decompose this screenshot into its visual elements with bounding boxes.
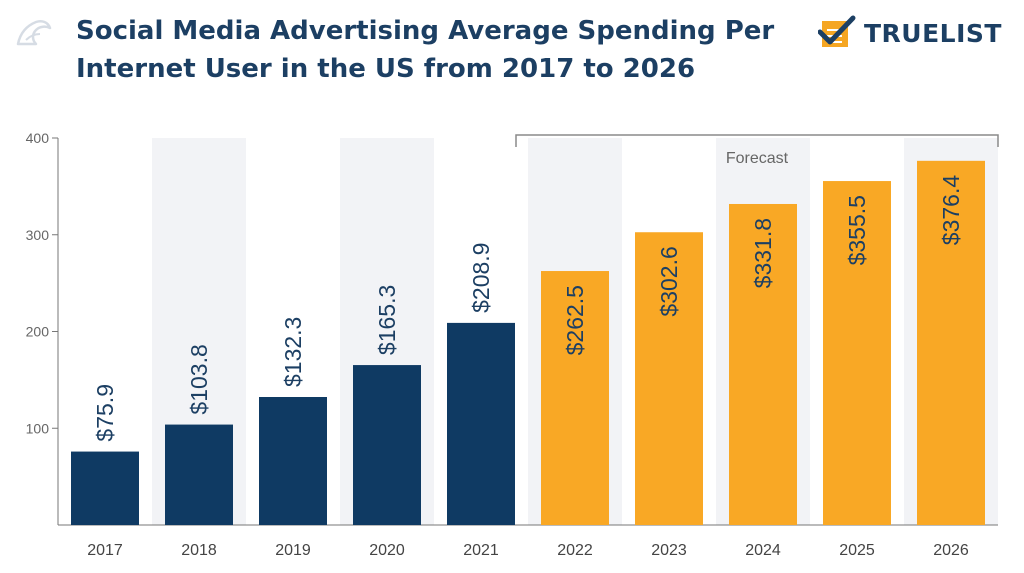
y-tick-label-100: 100 [26, 420, 50, 436]
bar-2017 [71, 451, 139, 525]
forecast-label: Forecast [726, 150, 789, 167]
data-label-2017: $75.9 [92, 384, 118, 442]
bar-2024 [729, 203, 797, 525]
x-tick-label-2019: 2019 [275, 542, 311, 559]
bar-2018 [165, 424, 233, 525]
x-tick-label-2017: 2017 [87, 542, 123, 559]
chart-header: Social Media Advertising Average Spendin… [0, 0, 1024, 100]
x-tick-label-2024: 2024 [745, 542, 781, 559]
brand-name: TRUELIST [864, 18, 1002, 48]
data-label-2022: $262.5 [562, 285, 588, 355]
bar-2022 [541, 271, 609, 525]
bar-2020 [353, 365, 421, 525]
x-tick-label-2020: 2020 [369, 542, 405, 559]
chart-title: Social Media Advertising Average Spendin… [76, 16, 775, 84]
checkbox-check-icon [818, 15, 856, 47]
y-tick-label-200: 200 [26, 324, 50, 340]
data-label-2024: $331.8 [750, 218, 776, 288]
data-label-2025: $355.5 [844, 195, 870, 265]
x-tick-label-2018: 2018 [181, 542, 217, 559]
data-label-2019: $132.3 [280, 317, 306, 387]
x-tick-label-2026: 2026 [933, 542, 969, 559]
data-label-2021: $208.9 [468, 243, 494, 313]
data-label-2023: $302.6 [656, 246, 682, 316]
bar-2021 [447, 322, 515, 525]
x-tick-label-2021: 2021 [463, 542, 499, 559]
data-label-2026: $376.4 [938, 175, 964, 246]
x-tick-label-2023: 2023 [651, 542, 687, 559]
forecast-bracket-line [515, 134, 999, 147]
y-tick-label-400: 400 [26, 130, 50, 146]
bar-2025 [823, 181, 891, 525]
brand-logo: TRUELIST [818, 12, 1002, 54]
x-tick-label-2022: 2022 [557, 542, 593, 559]
x-axis: 2017 2018 2019 2020 2021 2022 2023 2024 2025 2026 [87, 542, 969, 559]
bar-2026 [917, 160, 985, 525]
bars [71, 160, 985, 525]
bar-2019 [259, 396, 327, 525]
x-tick-label-2025: 2025 [839, 542, 875, 559]
data-labels: $75.9 $103.8 $132.3 $165.3 $208.9 $262.5 $302.… [92, 175, 964, 442]
forecast-bracket: Forecast [515, 134, 999, 167]
hand-leaf-icon [16, 20, 52, 46]
data-label-2018: $103.8 [186, 344, 212, 414]
data-label-2020: $165.3 [374, 285, 400, 355]
bar-2023 [635, 232, 703, 525]
y-tick-label-300: 300 [26, 227, 50, 243]
